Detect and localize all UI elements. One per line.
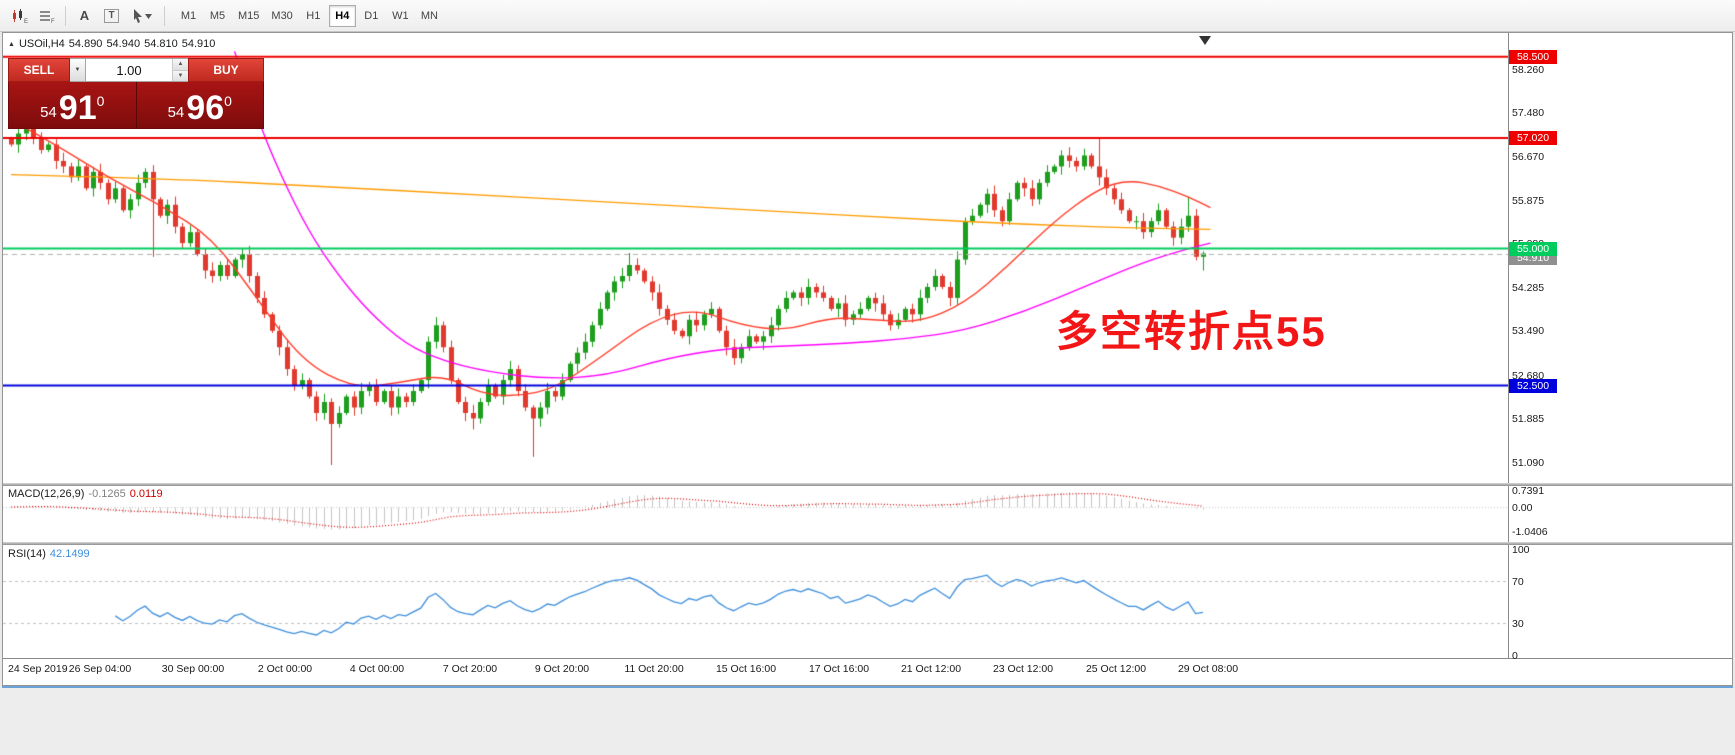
macd-name: MACD(12,26,9) <box>8 488 85 500</box>
price-axis[interactable] <box>1508 33 1732 658</box>
volume-field: ▲ ▼ <box>86 58 188 82</box>
spinner-up-icon[interactable]: ▲ <box>173 59 188 71</box>
panel-separator[interactable] <box>3 483 1732 486</box>
ask-prefix: 54 <box>167 104 185 121</box>
sell-button[interactable]: SELL <box>8 58 70 82</box>
ask-big-digits: 96 <box>186 89 225 128</box>
high-value: 54.940 <box>106 38 141 50</box>
caret-down-icon: ▼ <box>74 67 81 73</box>
buy-button[interactable]: BUY <box>188 58 264 82</box>
one-click-trading-panel: SELL ▼ ▲ ▼ BUY 54 91 0 54 96 0 <box>8 58 264 129</box>
chart-shift-marker[interactable] <box>1199 36 1211 45</box>
toolbar: E F A T M1 M5 M15 M30 H1 H4 D1 W1 MN <box>0 0 1735 32</box>
letter-t-glyph: T <box>104 8 119 23</box>
ask-sup-digit: 0 <box>224 93 232 109</box>
macd-signal-value: 0.0119 <box>129 488 163 500</box>
rsi-value: 42.1499 <box>49 548 90 560</box>
bid-ask-row: 54 91 0 54 96 0 <box>8 82 264 129</box>
timeframe-h4[interactable]: H4 <box>328 4 356 27</box>
panel-separator[interactable] <box>3 542 1732 545</box>
bid-price[interactable]: 54 91 0 <box>9 82 137 128</box>
cursor-arrow-icon[interactable] <box>125 4 159 28</box>
chart-candles-icon[interactable]: E <box>6 4 33 28</box>
text-label-icon[interactable]: A <box>71 4 98 28</box>
candles-glyph: E <box>12 8 28 24</box>
volume-spinner: ▲ ▼ <box>172 59 188 81</box>
bid-prefix: 54 <box>40 104 57 121</box>
timeframe-d1[interactable]: D1 <box>358 5 385 27</box>
volumes-list-icon[interactable]: F <box>33 4 60 28</box>
symbol-timeframe: USOil,H4 <box>18 38 65 50</box>
rsi-label: RSI(14) 42.1499 <box>8 548 94 560</box>
timeframe-w1[interactable]: W1 <box>387 5 414 27</box>
rsi-name: RSI(14) <box>8 548 46 560</box>
spinner-down-icon[interactable]: ▼ <box>173 70 188 81</box>
chart-ohlc-header: ▲ USOil,H4 54.890 54.940 54.810 54.910 <box>8 38 219 50</box>
chinese-annotation: 多空转折点55 <box>1056 308 1327 355</box>
expand-marker-icon: ▲ <box>8 41 15 48</box>
toolbar-separator <box>164 5 165 26</box>
bottom-area <box>0 688 1735 755</box>
timeframe-h1[interactable]: H1 <box>300 5 327 27</box>
svg-text:F: F <box>51 19 55 24</box>
toolbar-separator <box>65 5 66 26</box>
low-value: 54.810 <box>144 38 178 50</box>
timeframe-group: M1 M5 M15 M30 H1 H4 D1 W1 MN <box>174 4 444 27</box>
macd-value: -0.1265 <box>88 488 126 500</box>
timeframe-m5[interactable]: M5 <box>204 5 231 27</box>
text-box-icon[interactable]: T <box>98 4 125 28</box>
cursor-glyph <box>134 8 152 23</box>
volume-dropdown-button[interactable]: ▼ <box>70 58 86 82</box>
list-glyph: F <box>39 10 55 24</box>
letter-a-glyph: A <box>79 8 90 23</box>
window-bottom-edge <box>2 686 1733 688</box>
svg-text:E: E <box>24 19 28 24</box>
close-value: 54.910 <box>181 38 216 50</box>
bid-big-digits: 91 <box>58 89 97 128</box>
timeframe-m1[interactable]: M1 <box>175 5 202 27</box>
timeframe-mn[interactable]: MN <box>416 5 443 27</box>
timeframe-m30[interactable]: M30 <box>266 5 297 27</box>
order-controls-row: SELL ▼ ▲ ▼ BUY <box>8 58 264 82</box>
open-value: 54.890 <box>68 38 103 50</box>
macd-indicator-canvas[interactable] <box>3 486 1508 542</box>
timeframe-m15[interactable]: M15 <box>233 5 264 27</box>
macd-label: MACD(12,26,9) -0.1265 0.0119 <box>8 488 167 500</box>
time-axis[interactable] <box>3 658 1732 680</box>
volume-input[interactable] <box>86 59 172 81</box>
rsi-indicator-canvas[interactable] <box>3 545 1508 657</box>
bid-sup-digit: 0 <box>96 93 105 109</box>
ask-price[interactable]: 54 96 0 <box>137 82 264 128</box>
